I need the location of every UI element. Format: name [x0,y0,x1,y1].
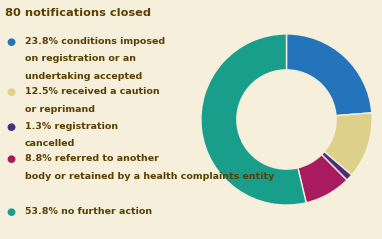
Text: ●: ● [7,207,16,217]
Text: ●: ● [7,37,16,47]
Wedge shape [201,34,306,205]
Text: 1.3% registration: 1.3% registration [25,122,118,131]
Wedge shape [324,113,372,175]
Text: 53.8% no further action: 53.8% no further action [25,207,152,216]
Text: body or retained by a health complaints entity: body or retained by a health complaints … [25,172,274,181]
Text: ●: ● [7,87,16,97]
Text: or reprimand: or reprimand [25,105,95,114]
Text: 8.8% referred to another: 8.8% referred to another [25,154,159,163]
Text: on registration or an: on registration or an [25,54,136,64]
Text: ●: ● [7,154,16,164]
Text: 23.8% conditions imposed: 23.8% conditions imposed [25,37,165,46]
Wedge shape [298,155,347,203]
Wedge shape [322,152,352,180]
Text: 80 notifications closed: 80 notifications closed [5,8,151,18]
Text: undertaking accepted: undertaking accepted [25,72,142,81]
Text: 12.5% received a caution: 12.5% received a caution [25,87,159,96]
Text: cancelled: cancelled [25,139,75,148]
Text: ●: ● [7,122,16,132]
Wedge shape [286,34,372,116]
